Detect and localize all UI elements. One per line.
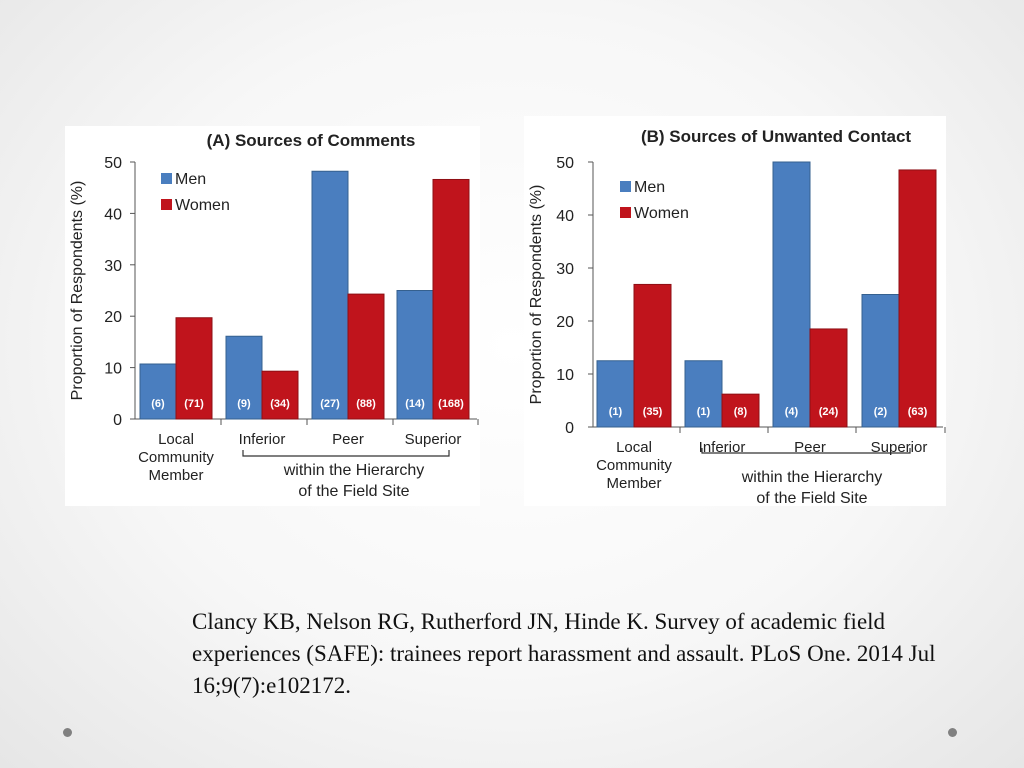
chart-a-bar-women bbox=[432, 178, 470, 420]
chart-a-bar-men bbox=[311, 170, 349, 420]
chart-b-bar-women bbox=[633, 283, 672, 428]
chart-b-y-tick-label: 20 bbox=[556, 314, 574, 331]
chart-a-bar-n-label: (9) bbox=[237, 398, 251, 410]
chart-a-y-tick-label: 0 bbox=[113, 412, 122, 429]
chart-a-bar-n-label: (71) bbox=[184, 398, 204, 410]
chart-a-bar-men bbox=[139, 363, 177, 420]
chart-b-svg: (B) Sources of Unwanted Contact Proportio… bbox=[528, 127, 946, 507]
chart-b-legend-label-women: Women bbox=[634, 205, 689, 222]
chart-a-x-category-label: Inferior bbox=[239, 431, 286, 448]
citation-text: Clancy KB, Nelson RG, Rutherford JN, Hin… bbox=[192, 609, 936, 698]
chart-b-bar-men bbox=[861, 294, 900, 428]
slide-decoration-dot-left bbox=[63, 728, 72, 737]
chart-a-y-tick-label: 20 bbox=[104, 309, 122, 326]
chart-b-y-tick-label: 40 bbox=[556, 208, 574, 225]
chart-a-bar-n-label: (88) bbox=[356, 398, 376, 410]
chart-a-bar-n-label: (6) bbox=[151, 398, 165, 410]
chart-a-y-tick-label: 50 bbox=[104, 155, 122, 172]
chart-b-x-category-label: Member bbox=[606, 475, 661, 492]
chart-b-x-category-label: Community bbox=[596, 457, 672, 474]
chart-panel-b: (B) Sources of Unwanted Contact Proportio… bbox=[524, 116, 946, 507]
slide-decoration-dot-right bbox=[948, 728, 957, 737]
chart-a-y-axis-label: Proportion of Respondents (%) bbox=[69, 181, 86, 401]
chart-a-bar-n-label: (168) bbox=[438, 398, 464, 410]
chart-b-bar-n-label: (4) bbox=[785, 406, 799, 418]
chart-b-bar-men bbox=[772, 161, 811, 428]
chart-a-legend-label-men: Men bbox=[175, 171, 206, 188]
chart-a-svg: (A) Sources of Comments Proportion of Res… bbox=[69, 131, 479, 500]
chart-b-y-tick-label: 30 bbox=[556, 261, 574, 278]
chart-b-y-axis-label: Proportion of Respondents (%) bbox=[528, 185, 545, 405]
chart-a-bracket-label: of the Field Site bbox=[298, 483, 409, 500]
chart-a-legend-swatch-men bbox=[161, 173, 172, 184]
chart-b-y-tick-label: 10 bbox=[556, 367, 574, 384]
chart-b-legend-swatch-men bbox=[620, 181, 631, 192]
chart-b-bar-women bbox=[898, 169, 937, 428]
chart-b-x-category-label: Peer bbox=[794, 439, 826, 456]
chart-a-hierarchy-bracket bbox=[242, 450, 450, 457]
chart-a-y-tick-label: 30 bbox=[104, 258, 122, 275]
chart-a-y-tick-label: 40 bbox=[104, 206, 122, 223]
chart-b-bar-women bbox=[809, 328, 848, 428]
chart-b-legend-swatch-women bbox=[620, 207, 631, 218]
chart-b-bar-n-label: (2) bbox=[874, 406, 888, 418]
chart-b-bar-n-label: (24) bbox=[819, 406, 839, 418]
chart-b-y-tick-label: 0 bbox=[565, 420, 574, 437]
chart-a-x-category-label: Community bbox=[138, 449, 214, 466]
chart-b-x-category-label: Superior bbox=[871, 439, 928, 456]
chart-a-x-category-label: Member bbox=[148, 467, 203, 484]
chart-a-x-category-label: Peer bbox=[332, 431, 364, 448]
chart-a-bar-women bbox=[175, 317, 213, 420]
chart-b-title: (B) Sources of Unwanted Contact bbox=[641, 127, 911, 146]
chart-b-y-tick-label: 50 bbox=[556, 155, 574, 172]
chart-a-legend-label-women: Women bbox=[175, 197, 230, 214]
chart-a-y-tick-label: 10 bbox=[104, 361, 122, 378]
chart-b-x-category-label: Local bbox=[616, 439, 652, 456]
chart-a-bar-women bbox=[347, 293, 385, 420]
chart-a-x-category-label: Superior bbox=[405, 431, 462, 448]
chart-a-bar-n-label: (27) bbox=[320, 398, 340, 410]
chart-a-bracket-label: within the Hierarchy bbox=[283, 462, 425, 479]
chart-a-bar-n-label: (34) bbox=[270, 398, 290, 410]
chart-a-bar-men bbox=[225, 335, 263, 420]
chart-b-bracket-label: within the Hierarchy bbox=[741, 469, 883, 486]
chart-b-bar-n-label: (35) bbox=[643, 406, 663, 418]
chart-a-legend-swatch-women bbox=[161, 199, 172, 210]
chart-a-x-category-label: Local bbox=[158, 431, 194, 448]
chart-b-bar-n-label: (63) bbox=[908, 406, 928, 418]
chart-b-bar-women bbox=[721, 393, 760, 428]
chart-b-bar-n-label: (1) bbox=[609, 406, 623, 418]
chart-b-legend-label-men: Men bbox=[634, 179, 665, 196]
chart-b-bar-n-label: (8) bbox=[734, 406, 748, 418]
chart-a-bar-n-label: (14) bbox=[405, 398, 425, 410]
chart-panel-a: (A) Sources of Comments Proportion of Res… bbox=[65, 126, 480, 506]
chart-a-bar-men bbox=[396, 290, 434, 420]
chart-a-bar-women bbox=[261, 370, 299, 420]
chart-b-bar-n-label: (1) bbox=[697, 406, 711, 418]
chart-b-hierarchy-bracket bbox=[701, 448, 911, 454]
chart-b-x-category-label: Inferior bbox=[699, 439, 746, 456]
chart-a-title: (A) Sources of Comments bbox=[207, 131, 416, 150]
chart-b-bracket-label: of the Field Site bbox=[756, 490, 867, 507]
